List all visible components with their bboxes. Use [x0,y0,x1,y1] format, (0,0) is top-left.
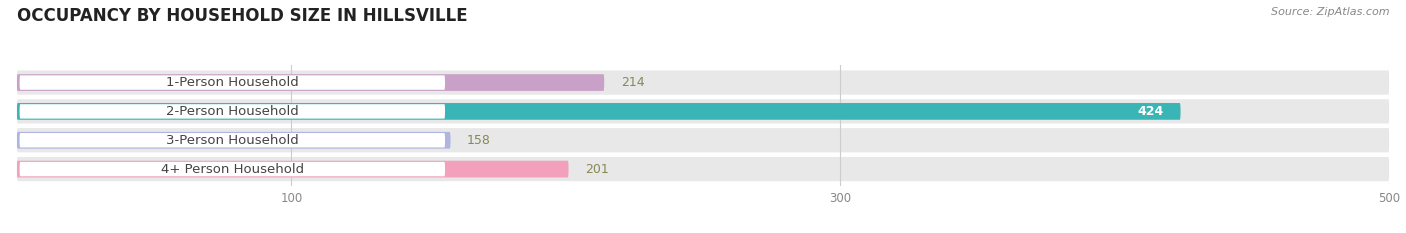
Text: 158: 158 [467,134,491,147]
Text: 3-Person Household: 3-Person Household [166,134,298,147]
Text: 1-Person Household: 1-Person Household [166,76,298,89]
Text: 424: 424 [1137,105,1164,118]
FancyBboxPatch shape [20,75,446,90]
FancyBboxPatch shape [17,157,1389,181]
Text: 4+ Person Household: 4+ Person Household [160,163,304,176]
FancyBboxPatch shape [20,162,446,176]
FancyBboxPatch shape [20,133,446,147]
FancyBboxPatch shape [17,161,568,178]
Text: OCCUPANCY BY HOUSEHOLD SIZE IN HILLSVILLE: OCCUPANCY BY HOUSEHOLD SIZE IN HILLSVILL… [17,7,468,25]
FancyBboxPatch shape [17,132,450,149]
FancyBboxPatch shape [17,128,1389,152]
FancyBboxPatch shape [17,103,1181,120]
FancyBboxPatch shape [17,74,605,91]
FancyBboxPatch shape [17,99,1389,123]
Text: Source: ZipAtlas.com: Source: ZipAtlas.com [1271,7,1389,17]
FancyBboxPatch shape [17,70,1389,95]
Text: 201: 201 [585,163,609,176]
Text: 214: 214 [620,76,644,89]
Text: 2-Person Household: 2-Person Household [166,105,298,118]
FancyBboxPatch shape [20,104,446,119]
